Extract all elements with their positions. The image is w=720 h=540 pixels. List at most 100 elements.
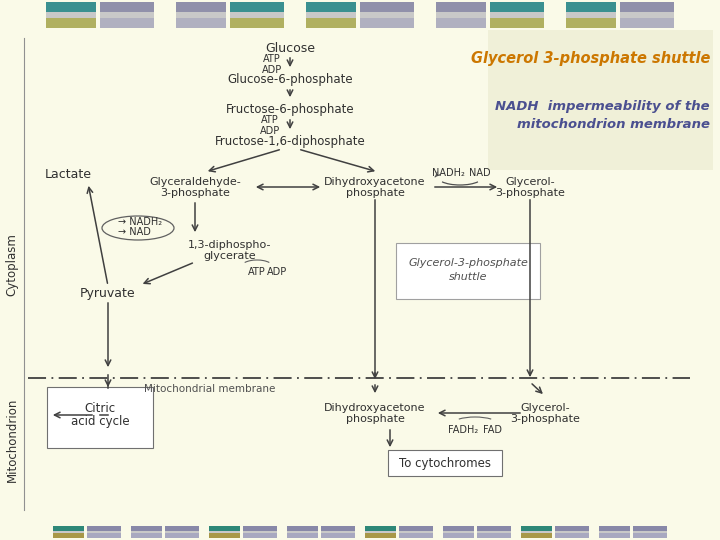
Bar (165, 533, 199, 538)
Text: Glycerol-: Glycerol- (505, 177, 555, 187)
Text: Dihydroxyacetone: Dihydroxyacetone (324, 403, 426, 413)
Bar (365, 531, 396, 533)
Bar (165, 526, 199, 531)
Text: Fructose-1,6-diphosphate: Fructose-1,6-diphosphate (215, 134, 365, 147)
Text: shuttle: shuttle (449, 272, 487, 282)
Bar (620, 18, 674, 28)
Text: ADP: ADP (262, 65, 282, 75)
Text: Mitochondrial membrane: Mitochondrial membrane (144, 384, 276, 394)
Text: Lactate: Lactate (45, 168, 91, 181)
Bar (443, 526, 474, 531)
Bar (209, 526, 240, 531)
Text: 3-phosphate: 3-phosphate (160, 188, 230, 198)
Bar (443, 531, 474, 533)
Bar (365, 533, 396, 538)
Bar (555, 526, 589, 531)
Text: To cytochromes: To cytochromes (399, 456, 491, 469)
Bar (566, 18, 616, 28)
Bar (620, 2, 674, 12)
Bar (100, 12, 154, 18)
Bar (521, 531, 552, 533)
Bar (209, 533, 240, 538)
Text: Glucose-6-phosphate: Glucose-6-phosphate (228, 73, 353, 86)
Bar (46, 2, 96, 12)
Text: NADH₂: NADH₂ (431, 168, 464, 178)
Bar (599, 533, 630, 538)
FancyBboxPatch shape (388, 450, 502, 476)
Bar (243, 526, 277, 531)
Bar (566, 2, 616, 12)
Text: Mitochondrion: Mitochondrion (6, 398, 19, 482)
Bar (176, 12, 225, 18)
Bar (87, 531, 121, 533)
Bar (100, 18, 154, 28)
Bar (230, 18, 284, 28)
Text: Dihydroxyacetone: Dihydroxyacetone (324, 177, 426, 187)
Bar (53, 526, 84, 531)
Bar (321, 531, 355, 533)
Bar (87, 526, 121, 531)
Text: Glyceraldehyde-: Glyceraldehyde- (149, 177, 241, 187)
Text: Glycerol-: Glycerol- (520, 403, 570, 413)
Bar (521, 526, 552, 531)
Bar (360, 2, 414, 12)
Bar (53, 533, 84, 538)
Bar (633, 533, 667, 538)
Text: ATP: ATP (261, 115, 279, 125)
FancyBboxPatch shape (396, 243, 540, 299)
Bar (209, 531, 240, 533)
Text: ATP: ATP (263, 54, 281, 64)
Bar (477, 526, 511, 531)
Bar (365, 526, 396, 531)
Bar (287, 531, 318, 533)
Bar (46, 18, 96, 28)
Bar (633, 531, 667, 533)
Text: Glycerol-3-phosphate: Glycerol-3-phosphate (408, 258, 528, 268)
Bar (360, 12, 414, 18)
Bar (131, 531, 162, 533)
Bar (599, 526, 630, 531)
Bar (287, 526, 318, 531)
Bar (306, 12, 356, 18)
Text: Pyruvate: Pyruvate (80, 287, 136, 300)
Bar (360, 18, 414, 28)
Text: NADH  impermeability of the
mitochondrion membrane: NADH impermeability of the mitochondrion… (495, 100, 710, 131)
Text: 3-phosphate: 3-phosphate (495, 188, 565, 198)
Bar (131, 533, 162, 538)
Text: NAD: NAD (469, 168, 491, 178)
Bar (488, 30, 713, 170)
Bar (165, 531, 199, 533)
Bar (477, 533, 511, 538)
Bar (321, 526, 355, 531)
Bar (100, 2, 154, 12)
Text: 3-phosphate: 3-phosphate (510, 414, 580, 424)
Bar (436, 12, 486, 18)
Bar (399, 526, 433, 531)
Bar (566, 12, 616, 18)
Bar (306, 2, 356, 12)
Bar (399, 531, 433, 533)
Text: FADH₂: FADH₂ (448, 425, 478, 435)
Bar (243, 533, 277, 538)
Bar (230, 12, 284, 18)
Bar (633, 526, 667, 531)
Bar (87, 533, 121, 538)
Bar (176, 18, 225, 28)
Text: ADP: ADP (260, 126, 280, 136)
Text: acid cycle: acid cycle (71, 415, 130, 428)
Bar (176, 2, 225, 12)
Text: Glycerol 3-phosphate shuttle: Glycerol 3-phosphate shuttle (471, 51, 710, 65)
Text: Cytoplasm: Cytoplasm (6, 234, 19, 296)
Bar (490, 18, 544, 28)
Bar (399, 533, 433, 538)
Bar (230, 2, 284, 12)
Text: ATP: ATP (248, 267, 266, 277)
Bar (555, 533, 589, 538)
Text: ADP: ADP (267, 267, 287, 277)
Bar (287, 533, 318, 538)
Bar (306, 18, 356, 28)
Bar (490, 12, 544, 18)
Text: → NAD: → NAD (118, 227, 151, 237)
Text: Glucose: Glucose (265, 42, 315, 55)
Bar (321, 533, 355, 538)
